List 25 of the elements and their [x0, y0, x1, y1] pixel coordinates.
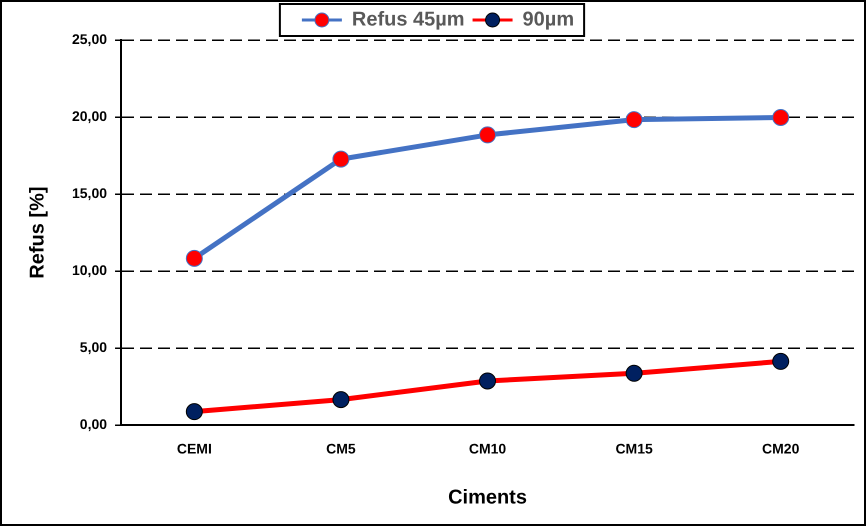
- y-axis-title: Refus [%]: [26, 186, 49, 279]
- legend-label: 90µm: [522, 8, 574, 31]
- point: [479, 126, 496, 144]
- point: [332, 391, 350, 408]
- point: [772, 109, 790, 126]
- x-axis-title: Ciments: [448, 486, 527, 509]
- x-tick-label: CEMI: [176, 440, 212, 456]
- x-tick-label: CM10: [468, 440, 506, 456]
- x-tick-label: CM15: [615, 440, 653, 456]
- point: [186, 403, 203, 420]
- point: [626, 111, 643, 128]
- legend-label: Refus 45µm: [352, 8, 465, 31]
- y-tick-label: 15,00: [72, 184, 108, 201]
- point: [332, 150, 350, 168]
- y-tick-label: 5,00: [80, 339, 108, 356]
- x-tick-label: CM20: [762, 440, 800, 456]
- y-tick-label: 0,00: [80, 416, 108, 432]
- x-tick-label: CM5: [326, 440, 356, 456]
- y-tick-label: 10,00: [72, 262, 108, 278]
- point: [186, 250, 203, 267]
- point: [626, 364, 643, 382]
- y-tick-label: 25,00: [72, 30, 108, 47]
- point: [772, 352, 790, 370]
- y-tick-label: 20,00: [72, 108, 108, 124]
- point: [479, 372, 496, 390]
